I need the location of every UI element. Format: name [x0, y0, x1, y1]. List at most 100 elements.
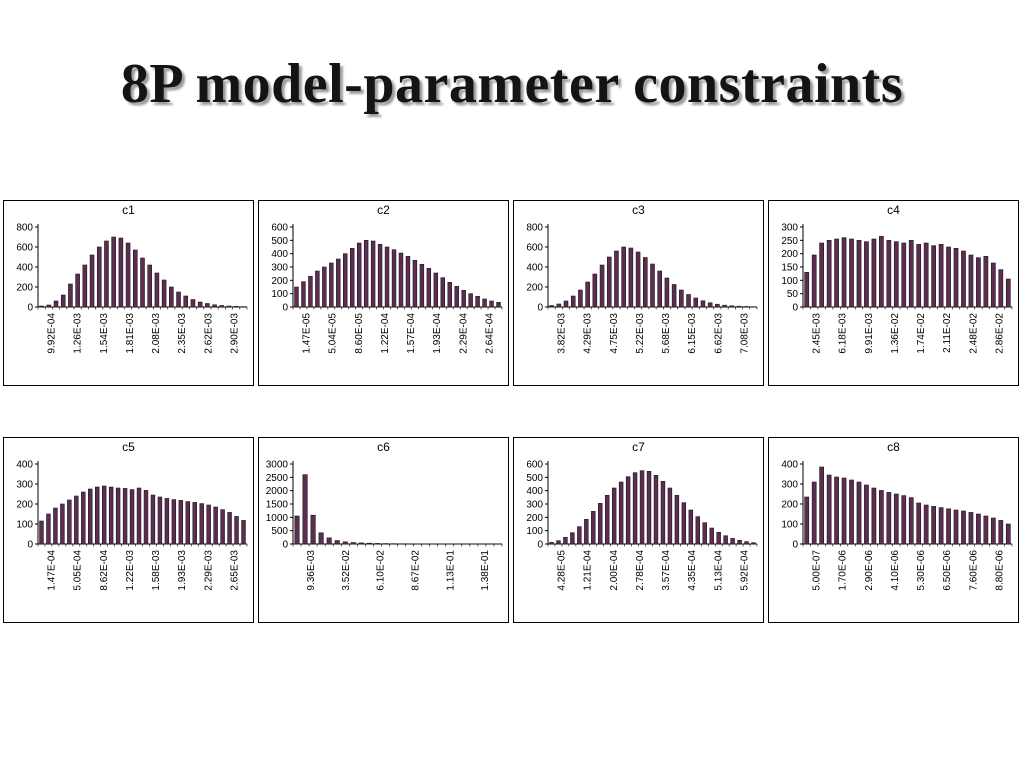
x-tick-label: 2.78E-04 — [635, 550, 646, 591]
bar — [893, 493, 899, 545]
bar — [976, 513, 981, 545]
y-tick-label: 200 — [781, 249, 798, 260]
bar — [366, 542, 372, 545]
x-tick-label: 8.80E-06 — [994, 550, 1005, 591]
y-tick-label: 400 — [781, 460, 798, 471]
bar — [140, 257, 145, 308]
bar — [664, 277, 670, 308]
bar — [716, 531, 721, 545]
bar — [95, 486, 100, 545]
y-tick-label: 300 — [271, 263, 288, 274]
y-tick-label: 200 — [16, 283, 33, 294]
bar — [879, 490, 884, 545]
y-tick-label: 300 — [526, 500, 543, 511]
bar — [671, 284, 677, 308]
bars — [549, 470, 756, 545]
bar — [908, 240, 914, 308]
bar — [819, 242, 825, 308]
bar — [489, 300, 494, 308]
bar — [931, 506, 936, 545]
bar — [219, 305, 225, 308]
bar — [953, 509, 959, 545]
x-tick-label: 3.57E-04 — [661, 550, 672, 591]
bar — [998, 520, 1004, 545]
bar — [74, 495, 79, 545]
bar — [983, 515, 989, 545]
chart-title-c7: c7 — [632, 440, 645, 454]
x-tick-label: 4.75E-03 — [609, 313, 620, 354]
bar — [834, 476, 839, 545]
y-tick-label: 0 — [27, 540, 33, 551]
y-tick-label: 0 — [282, 540, 288, 551]
x-tick-label: 3.52E-02 — [341, 550, 352, 591]
x-tick-label: 1.36E-02 — [890, 313, 901, 354]
x-tick-label: 3.82E-03 — [557, 313, 568, 354]
bar — [990, 262, 996, 308]
x-tick-label: 6.62E-03 — [713, 313, 724, 354]
bar — [751, 542, 756, 545]
bar — [804, 496, 810, 545]
bar — [983, 256, 989, 308]
y-tick-label: 150 — [781, 263, 798, 274]
bar — [147, 264, 152, 308]
tick-labels: 0 100 200 300 400 500 600 1.47E-05 5.04E-05 8.60E… — [271, 223, 495, 354]
x-tick-label: 2.65E-03 — [229, 550, 240, 591]
y-tick-label: 100 — [781, 276, 798, 287]
chart-plot-c6: 0 500 1000 1500 2000 2500 3000 9.36E-03 3.52E-02… — [266, 460, 503, 591]
bar — [707, 302, 713, 308]
bar — [1005, 278, 1011, 308]
y-tick-label: 100 — [526, 526, 543, 537]
bar — [154, 272, 160, 308]
bar — [901, 242, 907, 308]
x-tick-label: 4.35E-04 — [687, 550, 698, 591]
x-tick-label: 2.11E-02 — [942, 313, 953, 353]
chart-c2: c2 0 100 200 300 400 500 600 1.47E-05 5.04E-05 8.… — [258, 200, 509, 386]
y-tick-label: 600 — [16, 243, 33, 254]
y-tick-label: 3000 — [266, 460, 289, 471]
bar — [468, 293, 473, 308]
bar — [350, 542, 356, 545]
x-tick-label: 2.45E-03 — [812, 313, 823, 354]
y-tick-label: 50 — [787, 289, 799, 300]
y-tick-label: 800 — [526, 223, 543, 234]
y-tick-label: 400 — [526, 486, 543, 497]
x-tick-label: 6.50E-06 — [942, 550, 953, 591]
x-tick-label: 1.22E-03 — [125, 550, 136, 591]
x-tick-label: 6.15E-03 — [687, 313, 698, 354]
chart-c1: c1 0 200 400 600 800 9.92E-04 1.26E-03 1.54E-03… — [3, 200, 254, 386]
bar — [391, 249, 397, 308]
bar — [46, 513, 51, 545]
chart-title-c3: c3 — [632, 203, 645, 217]
y-tick-label: 300 — [16, 480, 33, 491]
bar — [688, 509, 694, 545]
y-tick-label: 500 — [271, 526, 288, 537]
tick-labels: 0 200 400 600 800 9.92E-04 1.26E-03 1.54E-03 1.8… — [16, 223, 240, 354]
x-tick-label: 5.00E-07 — [812, 550, 823, 591]
bar — [213, 506, 218, 545]
bar — [556, 303, 562, 308]
chart-row-1: c1 0 200 400 600 800 9.92E-04 1.26E-03 1.54E-03… — [3, 200, 1019, 386]
bar — [475, 296, 480, 308]
bar — [611, 487, 617, 545]
bar — [82, 264, 88, 308]
bar — [358, 542, 364, 545]
bar — [686, 294, 691, 308]
chart-row-2: c5 0 100 200 300 400 1.47E-04 5.05E-04 8.62E-04… — [3, 437, 1019, 623]
y-tick-label: 600 — [271, 223, 288, 234]
bar — [96, 246, 102, 308]
bar — [625, 476, 631, 545]
bar — [39, 520, 44, 545]
bar — [577, 526, 582, 545]
chart-plot-c4: 0 50 100 150 200 250 300 2.45E-03 6.18E-03 9.91E-… — [781, 223, 1013, 354]
bar — [953, 248, 959, 308]
y-tick-label: 0 — [27, 303, 33, 314]
bar — [294, 286, 299, 308]
x-tick-label: 2.62E-03 — [203, 313, 214, 354]
bar — [220, 509, 225, 545]
axes — [35, 461, 248, 547]
bar — [879, 236, 884, 308]
bar — [164, 498, 170, 545]
chart-title-c2: c2 — [377, 203, 390, 217]
bar — [171, 499, 177, 545]
y-tick-label: 1000 — [266, 513, 289, 524]
